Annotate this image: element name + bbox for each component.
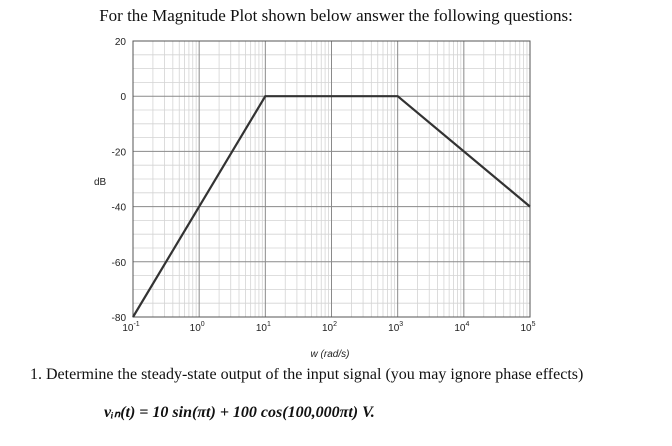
y-tick-labels: 20 0 -20 -40 -60 -80 — [112, 37, 127, 324]
series-layer — [132, 95, 531, 318]
y-tick-label: -40 — [112, 203, 127, 214]
y-axis-label: dB — [94, 177, 107, 188]
plot-frame — [132, 40, 531, 318]
y-tick-label: 0 — [120, 92, 126, 103]
question-text: 1. Determine the steady-state output of … — [30, 366, 584, 383]
x-tick-label: 105 — [520, 321, 535, 334]
y-tick-label: -60 — [112, 258, 127, 269]
y-tick-label: -20 — [112, 147, 127, 158]
y-tick-label: -80 — [112, 313, 127, 324]
y-tick-label: 20 — [115, 37, 127, 48]
x-tick-label: 101 — [256, 321, 271, 334]
x-tick-label: 102 — [322, 321, 337, 334]
x-tick-label: 10-1 — [122, 321, 139, 334]
input-signal-equation: vᵢₙ(t) = 10 sin(πt) + 100 cos(100,000πt)… — [104, 404, 375, 421]
x-tick-labels: 10-1 100 101 102 103 104 105 — [122, 321, 535, 334]
page-heading: For the Magnitude Plot shown below answe… — [99, 6, 573, 25]
x-tick-label: 104 — [454, 321, 469, 334]
x-tick-label: 103 — [388, 321, 403, 334]
x-axis-label: w (rad/s) — [311, 349, 350, 360]
x-tick-label: 100 — [190, 321, 205, 334]
magnitude-response-line — [132, 95, 531, 318]
